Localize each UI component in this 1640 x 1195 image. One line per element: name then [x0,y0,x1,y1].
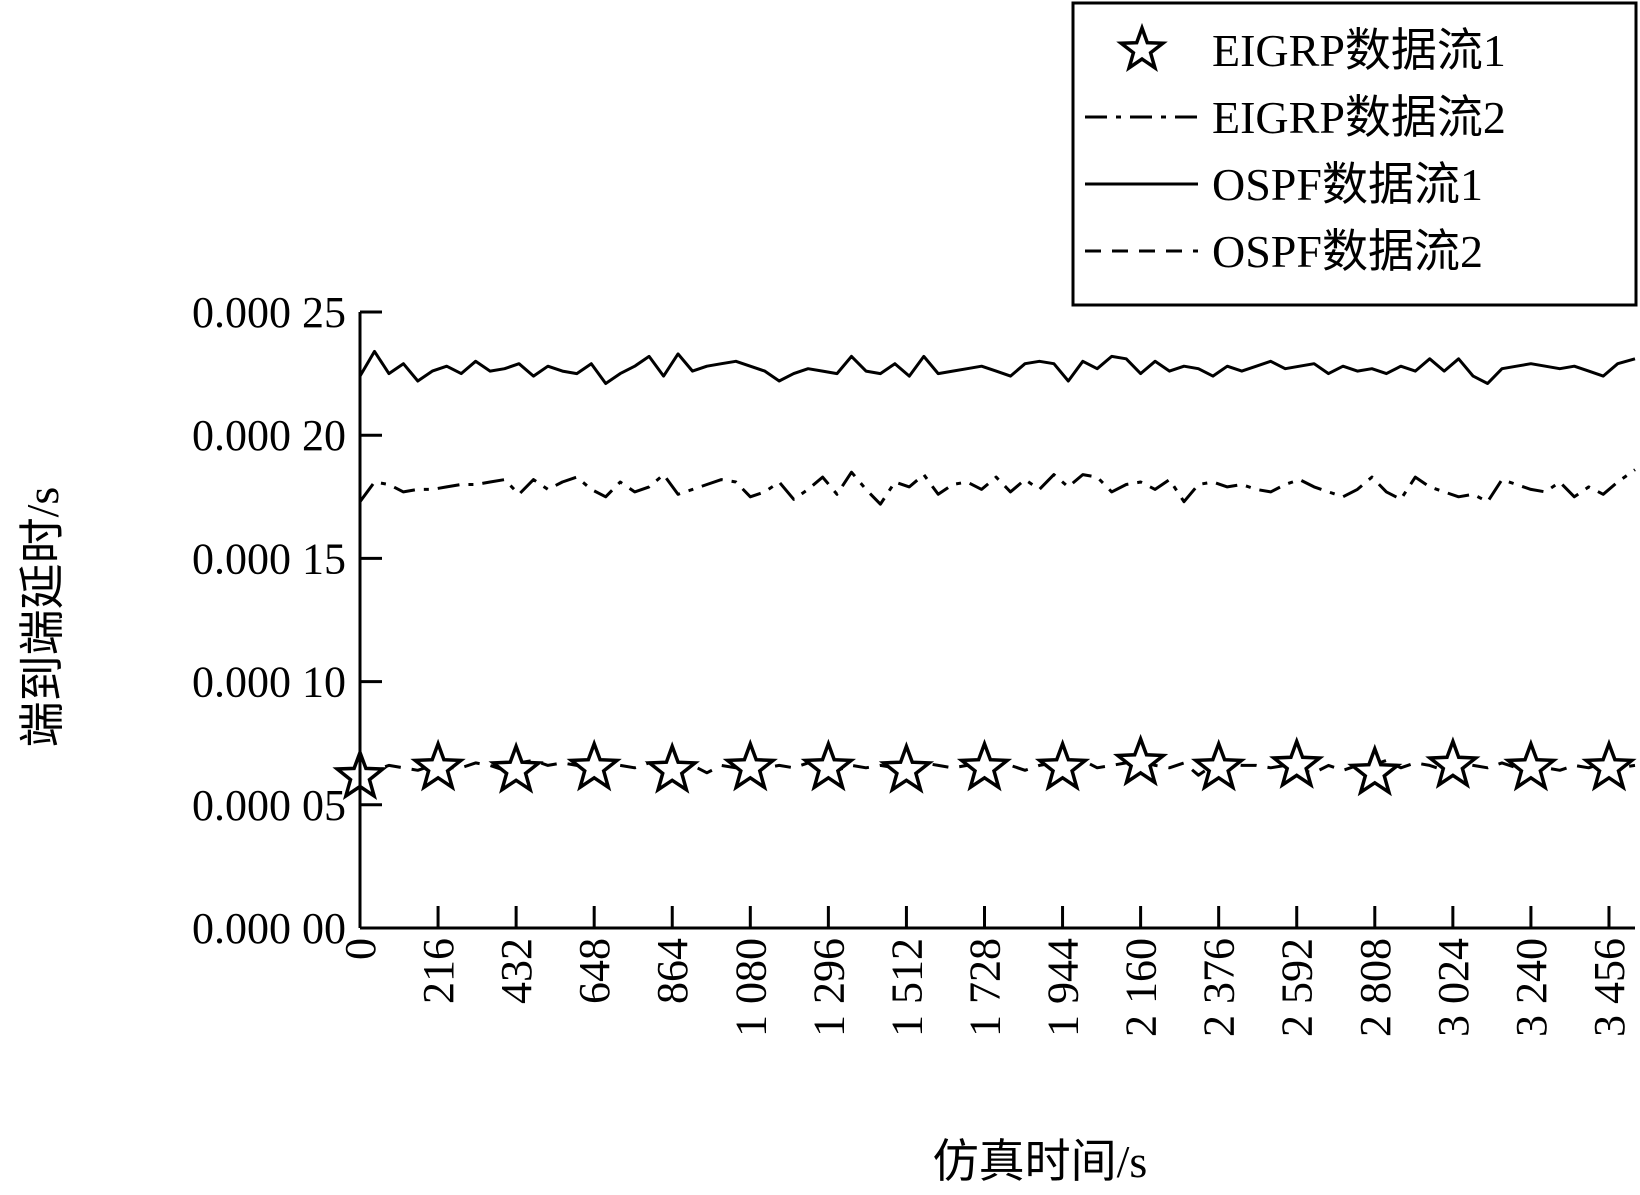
x-tick-label: 0 [336,938,385,960]
x-tick-label: 864 [648,938,697,1004]
legend-box [1071,1,1638,307]
x-axis-label: 仿真时间/s [933,1136,1148,1187]
plot-lines [358,349,1636,778]
series-point [1347,743,1403,797]
y-tick-label: 0.000 15 [192,534,346,583]
legend-swatch [1116,22,1168,72]
y-tick-label: 0.000 10 [192,658,346,707]
series-point [1503,738,1559,792]
y-tick-label: 0.000 05 [192,781,346,830]
legend-label: EIGRP数据流1 [1212,25,1506,76]
y-tick-label: 0.000 00 [192,904,346,953]
series-point [800,738,856,792]
x-tick-label: 1 728 [960,938,1009,1037]
y-tick-label: 0.000 20 [192,411,346,460]
series-point [722,738,778,792]
series-point [1190,738,1247,792]
x-tick-label: 648 [570,938,619,1004]
x-tick-label: 3 240 [1507,938,1556,1037]
ticks: 0.000 00 0.000 05 0.000 10 0.000 15 0.000 20… [192,288,1634,1037]
series-point [1269,736,1325,789]
legend-label: OSPF数据流2 [1212,226,1483,277]
series-line [358,349,1636,385]
x-tick-label: 1 296 [804,938,853,1037]
series-point [1581,738,1637,792]
x-tick-label: 1 944 [1039,938,1088,1037]
x-tick-label: 3 456 [1585,938,1634,1037]
series-point [488,741,544,794]
x-tick-label: 2 808 [1351,938,1400,1037]
legend-label: EIGRP数据流2 [1212,92,1506,143]
series-point [878,741,935,794]
legend-label: OSPF数据流1 [1212,159,1483,210]
x-tick-label: 216 [414,938,463,1004]
x-tick-label: 2 160 [1117,938,1166,1037]
legend: EIGRP数据流1 EIGRP数据流2 OSPF数据流1 OSPF数据流2 [1071,1,1638,307]
series-line [358,468,1636,506]
series-point [956,738,1013,792]
series-point [1034,738,1091,792]
x-tick-label: 1 080 [726,938,775,1037]
series-point [566,738,622,792]
x-tick-label: 2 592 [1273,938,1322,1037]
x-tick-label: 1 512 [882,938,931,1037]
axes [358,312,1635,930]
x-tick-label: 3 024 [1429,938,1478,1037]
x-tick-label: 432 [492,938,541,1004]
y-tick-label: 0.000 25 [192,288,346,337]
x-tick-label: 2 376 [1195,938,1244,1037]
series-point [644,741,700,794]
series-point [1425,736,1481,789]
plot-markers [332,733,1637,800]
series-point [410,738,466,792]
y-axis-label: 端到端延时/s [17,487,68,748]
series-point [1113,733,1169,787]
